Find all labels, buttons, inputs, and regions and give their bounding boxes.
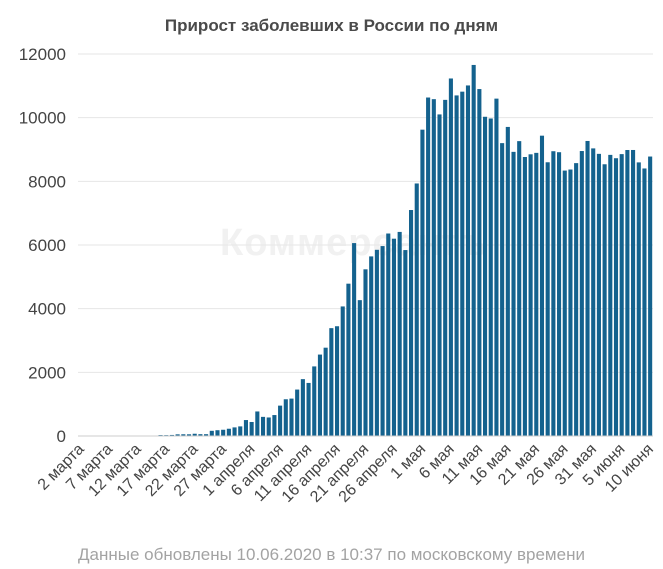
bar xyxy=(528,154,533,436)
bar xyxy=(226,428,231,436)
bar xyxy=(562,170,567,436)
bar xyxy=(642,168,647,436)
bar xyxy=(169,434,174,436)
bar xyxy=(545,162,550,436)
bar xyxy=(186,434,192,436)
y-tick-label: 12000 xyxy=(19,45,66,64)
bar xyxy=(636,162,641,436)
bars xyxy=(78,64,653,437)
bar xyxy=(465,85,471,436)
bar xyxy=(488,118,493,437)
bar xyxy=(181,434,186,436)
bar xyxy=(625,150,630,436)
bar xyxy=(295,389,300,436)
bar xyxy=(363,269,368,436)
bar xyxy=(619,154,624,436)
bar xyxy=(403,250,408,436)
y-axis-ticks: 0 2000 4000 6000 8000 10000 12000 xyxy=(19,45,66,446)
bar xyxy=(505,126,510,437)
bar xyxy=(357,300,362,436)
bar xyxy=(255,411,260,436)
bar xyxy=(380,246,385,436)
bar xyxy=(511,151,516,437)
bar xyxy=(517,141,522,436)
bar xyxy=(397,231,402,436)
bar xyxy=(317,354,323,436)
update-note: Данные обновлены 10.06.2020 в 10:37 по м… xyxy=(78,545,585,564)
bar xyxy=(283,399,288,436)
bar xyxy=(443,99,448,437)
bar xyxy=(198,434,203,436)
bar xyxy=(391,238,397,436)
bar xyxy=(431,99,436,437)
y-tick-label: 10000 xyxy=(19,109,66,128)
bar xyxy=(386,233,391,436)
bar xyxy=(551,151,556,436)
bar xyxy=(494,98,499,436)
bar xyxy=(596,153,601,437)
bar xyxy=(420,129,425,437)
bar xyxy=(585,140,590,436)
bar xyxy=(477,89,482,437)
bar xyxy=(249,421,254,436)
bar xyxy=(306,382,311,436)
y-tick-label: 2000 xyxy=(28,363,66,382)
bar xyxy=(300,379,305,436)
bar xyxy=(426,97,431,437)
bar xyxy=(334,326,340,436)
bar xyxy=(369,256,374,436)
bar xyxy=(579,151,584,436)
bar xyxy=(437,114,442,437)
bar xyxy=(232,427,237,436)
bar xyxy=(312,366,317,436)
bar xyxy=(374,249,379,436)
bar xyxy=(340,306,345,436)
bar xyxy=(613,158,619,436)
bar xyxy=(534,152,539,436)
bar xyxy=(260,416,266,436)
bar xyxy=(243,420,248,436)
bar xyxy=(648,156,653,437)
bar xyxy=(289,398,294,436)
bar xyxy=(454,95,459,437)
y-tick-label: 4000 xyxy=(28,300,66,319)
bar xyxy=(409,210,414,436)
bar xyxy=(346,283,351,436)
y-tick-label: 6000 xyxy=(28,236,66,255)
bar xyxy=(238,426,243,436)
bar xyxy=(266,417,271,436)
bar xyxy=(568,169,573,436)
bar xyxy=(500,143,505,436)
bar xyxy=(539,135,545,436)
chart-title: Прирост заболевших в России по дням xyxy=(164,16,499,35)
bar xyxy=(192,433,197,436)
bar xyxy=(329,328,334,436)
bar xyxy=(471,64,476,436)
bar xyxy=(557,152,562,436)
bar xyxy=(221,429,226,436)
bar xyxy=(175,434,180,436)
bar xyxy=(631,149,636,437)
bar xyxy=(323,347,328,436)
bar xyxy=(460,91,465,436)
y-tick-label: 8000 xyxy=(28,172,66,191)
bar xyxy=(278,405,283,436)
bar xyxy=(602,164,607,436)
bar xyxy=(209,430,214,436)
bar xyxy=(448,78,453,436)
bar xyxy=(204,434,209,436)
bar xyxy=(574,163,579,436)
bar xyxy=(215,430,220,436)
bar xyxy=(608,154,613,436)
bar xyxy=(352,243,357,436)
bar xyxy=(522,157,527,436)
bar xyxy=(414,183,419,436)
y-tick-label: 0 xyxy=(57,427,66,446)
bar xyxy=(483,116,488,436)
bar xyxy=(591,148,596,436)
bar xyxy=(272,415,277,436)
